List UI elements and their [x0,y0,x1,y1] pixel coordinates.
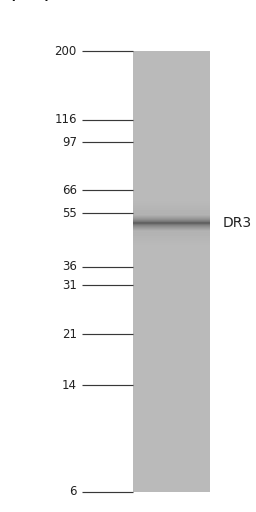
Text: 55: 55 [62,207,77,220]
Text: 200: 200 [55,45,77,58]
Text: 97: 97 [62,136,77,148]
Text: 6: 6 [69,485,77,498]
Text: MW
(kDa): MW (kDa) [10,0,51,3]
Text: 36: 36 [62,260,77,273]
Text: 14: 14 [62,379,77,392]
Text: 116: 116 [54,113,77,126]
Text: DR3: DR3 [223,216,252,230]
Text: 31: 31 [62,279,77,292]
Text: 66: 66 [62,184,77,197]
Text: 21: 21 [62,328,77,340]
